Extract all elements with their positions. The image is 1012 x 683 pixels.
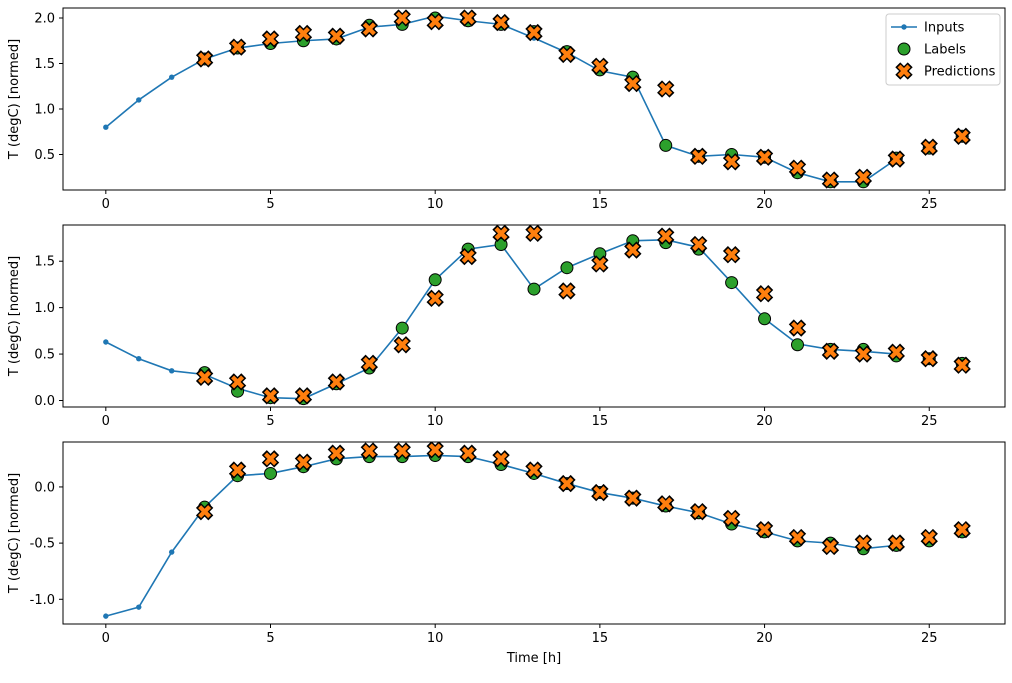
legend-circle-sample [897, 42, 911, 56]
y-tick-label: -0.5 [30, 537, 55, 552]
x-tick-label: 20 [756, 197, 773, 212]
y-tick-label: -1.0 [30, 593, 55, 608]
inputs-point [168, 549, 175, 555]
legend-dot-sample [901, 24, 907, 30]
y-tick-label: 0.5 [34, 348, 55, 363]
y-axis-label: T (degC) [normed] [7, 39, 22, 160]
inputs-point [103, 339, 109, 345]
inputs-point [103, 613, 109, 619]
legend-label: Inputs [924, 21, 965, 36]
labels-point [790, 338, 804, 352]
y-tick-label: 1.5 [34, 57, 55, 72]
axes-frame [62, 441, 1006, 625]
inputs-point [136, 604, 142, 610]
x-tick-label: 5 [266, 631, 274, 646]
x-tick-label: 5 [266, 414, 274, 429]
inputs-line [105, 15, 897, 183]
inputs-line [105, 454, 897, 617]
axes-frame [62, 7, 1006, 191]
legend: Inputs Labels Predictions [885, 13, 1001, 86]
subplot-3: 0 5 10 15 20 25 -1.0 -0.5 0.0 T (degC) [normed] [7, 441, 1006, 646]
inputs-line [105, 239, 897, 400]
inputs-point [103, 124, 109, 130]
x-tick-label: 20 [756, 414, 773, 429]
x-tick-label: 15 [592, 197, 609, 212]
series-area [103, 9, 971, 189]
inputs-point [136, 356, 142, 362]
inputs-point [168, 74, 175, 80]
labels-point [527, 282, 541, 296]
legend-item-predictions: Predictions [895, 62, 996, 80]
predictions-series [195, 9, 971, 189]
x-tick-label: 0 [102, 197, 110, 212]
x-tick-label: 25 [921, 197, 938, 212]
x-tick-label: 0 [102, 631, 110, 646]
predictions-series [195, 442, 971, 556]
legend-label: Labels [924, 43, 966, 58]
x-tick-label: 25 [921, 631, 938, 646]
x-tick-label: 10 [427, 414, 444, 429]
y-tick-label: 0.5 [34, 148, 55, 163]
labels-point [494, 238, 508, 251]
subplot-2: 0 5 10 15 20 25 0.0 0.5 1.0 1.5 T (degC) [normed] [7, 224, 1006, 429]
legend-box [885, 13, 1001, 86]
x-tick-label: 10 [427, 197, 444, 212]
series-area [103, 225, 971, 406]
predictions-series [195, 225, 971, 405]
y-tick-label: 0.0 [34, 480, 55, 495]
legend-item-labels: Labels [897, 42, 966, 58]
labels-point [395, 321, 409, 335]
labels-point [428, 273, 442, 287]
labels-point [560, 261, 574, 275]
inputs-point [136, 97, 142, 103]
subplot-1: 0 5 10 15 20 25 0.5 1.0 1.5 2.0 T (degC) [normed] [7, 7, 1006, 212]
labels-point [725, 276, 739, 290]
labels-point [264, 466, 278, 480]
y-tick-label: 0.0 [34, 394, 55, 409]
x-tick-label: 25 [921, 414, 938, 429]
x-tick-label: 15 [592, 631, 609, 646]
x-tick-label: 5 [266, 197, 274, 212]
legend-item-inputs: Inputs [891, 21, 965, 36]
x-tick-label: 15 [592, 414, 609, 429]
legend-label: Predictions [924, 65, 996, 80]
y-axis-label: T (degC) [normed] [7, 473, 22, 594]
axes-frame [62, 224, 1006, 408]
inputs-point [168, 368, 175, 374]
y-tick-label: 2.0 [34, 12, 55, 27]
labels-point [659, 138, 673, 152]
series-area [103, 442, 971, 619]
y-tick-label: 1.0 [34, 301, 55, 316]
x-axis-label: Time [h] [506, 651, 561, 666]
x-tick-label: 10 [427, 631, 444, 646]
y-axis-label: T (degC) [normed] [7, 256, 22, 377]
y-tick-label: 1.0 [34, 103, 55, 118]
y-tick-label: 1.5 [34, 255, 55, 270]
x-tick-label: 20 [756, 631, 773, 646]
x-tick-label: 0 [102, 414, 110, 429]
labels-point [758, 312, 772, 326]
